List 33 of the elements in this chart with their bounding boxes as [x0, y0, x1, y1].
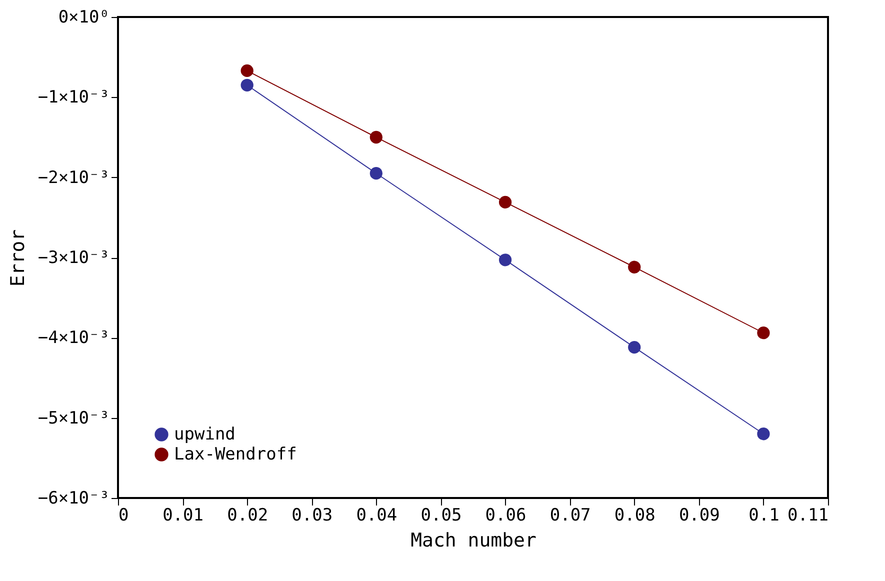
x-tick-label: 0.07	[550, 506, 591, 526]
legend-label: upwind	[174, 424, 236, 444]
point	[370, 130, 383, 144]
point	[240, 64, 254, 78]
point	[757, 428, 770, 440]
y-tick-label: −2×10⁻³	[38, 168, 110, 188]
x-tick-label: 0	[118, 506, 129, 526]
point	[240, 78, 254, 92]
y-tick-label: −3×10⁻³	[38, 248, 110, 268]
point	[628, 260, 641, 274]
x-tick-label: 0.11	[788, 506, 828, 526]
y-tick-label: −4×10⁻³	[38, 328, 110, 348]
point	[498, 254, 512, 266]
x-axis-title: Mach number	[410, 530, 536, 552]
x-tick-label: 0.1	[748, 506, 780, 526]
x-tick-label: 0.02	[227, 506, 268, 526]
x-tick-label: 0.03	[292, 506, 333, 526]
point	[498, 196, 512, 208]
x-tick-label: 0.08	[614, 506, 656, 526]
x-tick-label: 0.05	[420, 506, 462, 526]
y-axis-title: Error	[6, 229, 29, 287]
y-tick-label: −5×10⁻³	[38, 408, 110, 428]
point	[370, 167, 383, 180]
point	[628, 340, 641, 354]
x-tick-label: 0.09	[678, 506, 720, 526]
x-tick-label: 0.04	[356, 506, 398, 526]
x-tick-label: 0.01	[162, 506, 204, 526]
y-tick-label: 0×10⁰	[58, 8, 110, 28]
legend-label: Lax-Wendroff	[174, 444, 297, 464]
x-tick-label: 0.06	[485, 506, 526, 526]
point	[757, 326, 770, 340]
y-tick-label: −6×10⁻³	[38, 488, 110, 508]
y-tick-label: −1×10⁻³	[38, 88, 110, 108]
